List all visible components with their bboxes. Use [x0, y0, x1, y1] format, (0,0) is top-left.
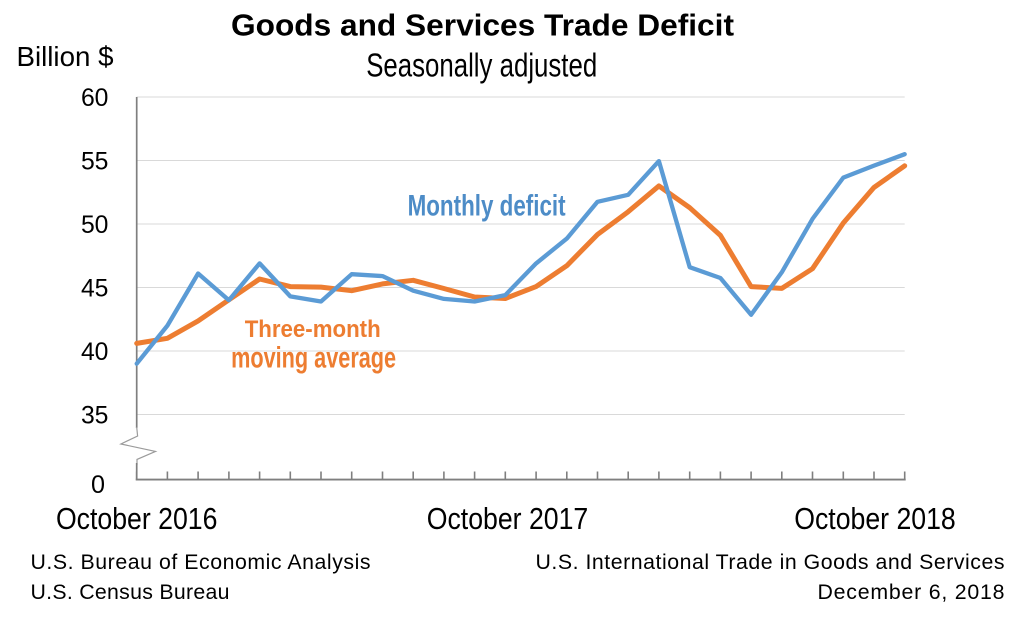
svg-text:October 2016: October 2016 [56, 501, 218, 536]
svg-text:40: 40 [81, 338, 109, 366]
svg-text:Billion $: Billion $ [17, 41, 114, 72]
svg-text:45: 45 [81, 274, 109, 302]
svg-text:60: 60 [81, 84, 109, 112]
svg-text:December 6, 2018: December 6, 2018 [818, 580, 1005, 604]
svg-text:Goods and Services Trade Defic: Goods and Services Trade Deficit [231, 10, 734, 43]
svg-text:35: 35 [81, 401, 109, 429]
svg-text:55: 55 [81, 147, 109, 175]
svg-text:U.S. Bureau of Economic Analys: U.S. Bureau of Economic Analysis [31, 550, 371, 574]
svg-text:U.S. International Trade in Go: U.S. International Trade in Goods and Se… [536, 550, 1005, 574]
svg-text:U.S. Census Bureau: U.S. Census Bureau [31, 580, 230, 604]
svg-text:Monthly deficit: Monthly deficit [408, 190, 566, 223]
svg-text:Seasonally adjusted: Seasonally adjusted [366, 47, 597, 84]
svg-text:0: 0 [91, 471, 105, 499]
svg-text:50: 50 [81, 211, 109, 239]
svg-text:October 2017: October 2017 [427, 501, 589, 536]
svg-text:moving average: moving average [231, 341, 396, 374]
svg-text:Three-month: Three-month [245, 316, 381, 343]
svg-text:October 2018: October 2018 [794, 501, 956, 536]
